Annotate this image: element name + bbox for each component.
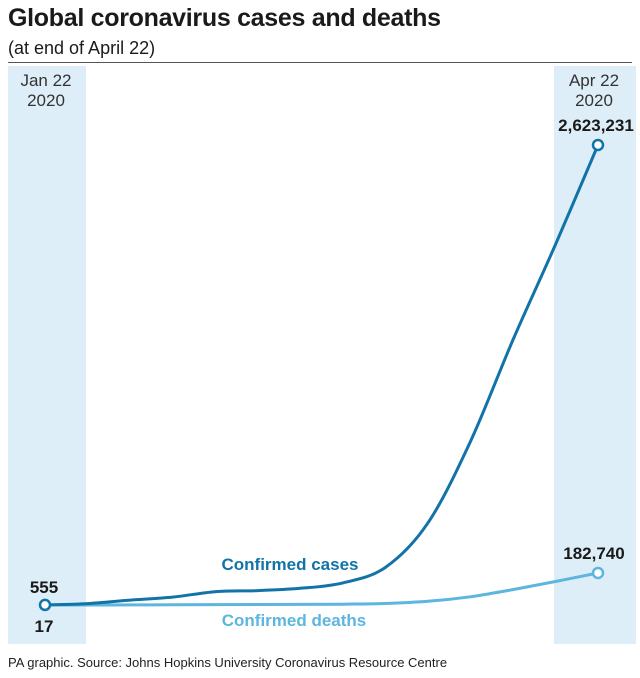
deaths-start-value: 17 xyxy=(35,617,54,636)
start-point-marker xyxy=(38,598,52,612)
source-note: PA graphic. Source: Johns Hopkins Univer… xyxy=(8,655,448,670)
start-date-label: Jan 22 2020 xyxy=(20,71,71,110)
series-label-deaths: Confirmed deaths xyxy=(222,611,367,630)
deaths-end-value: 182,740 xyxy=(563,544,624,563)
cases-end-point-marker xyxy=(591,138,605,152)
start-date-band xyxy=(8,66,86,644)
chart-title: Global coronavirus cases and deaths xyxy=(8,4,441,32)
cases-start-value: 555 xyxy=(30,578,58,597)
series-label-cases: Confirmed cases xyxy=(222,555,359,574)
title-divider xyxy=(8,62,632,63)
end-date-label: Apr 22 2020 xyxy=(569,71,619,110)
series-line-cases xyxy=(44,144,600,607)
chart-subtitle: (at end of April 22) xyxy=(8,38,156,58)
deaths-end-point-marker xyxy=(591,566,605,580)
cases-end-value: 2,623,231 xyxy=(558,116,634,135)
end-date-band xyxy=(554,66,636,644)
series-line-deaths xyxy=(45,571,599,607)
